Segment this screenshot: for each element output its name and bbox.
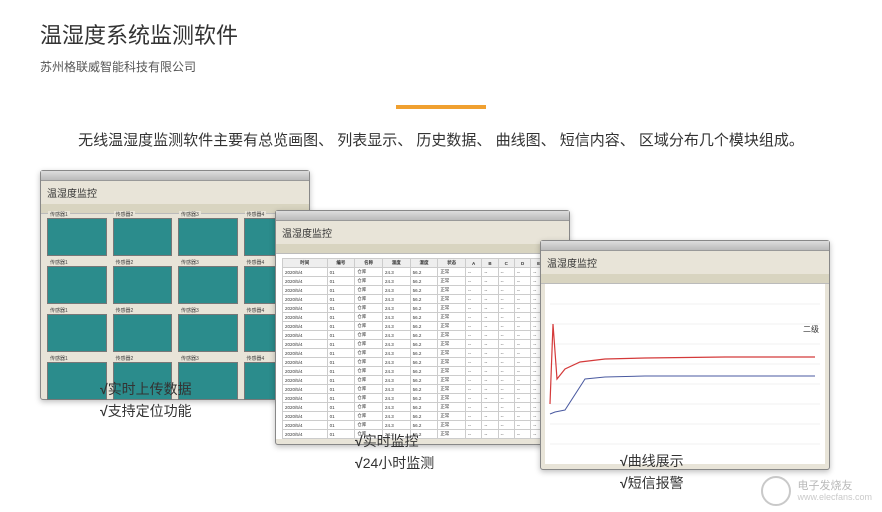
feature-group-1: √实时上传数据 √支持定位功能 [100, 378, 192, 423]
feature-group-3: √曲线展示 √短信报警 [620, 450, 684, 495]
feature-item: √实时监控 [355, 430, 434, 452]
window-toolbar [541, 274, 829, 284]
feature-item: √实时上传数据 [100, 378, 192, 400]
watermark-brand: 电子发烧友 [797, 480, 872, 492]
sensor-tile: 传感器2 [113, 266, 173, 304]
window-titlebar [276, 211, 569, 221]
sensor-tile: 传感器3 [178, 314, 238, 352]
window-titlebar [41, 171, 309, 181]
screenshot-table: 温湿度监控 时间编号名称温度湿度状态ABCDEF 2020/5/401仓库24.… [275, 210, 570, 445]
window-app-title: 温湿度监控 [41, 181, 309, 204]
line-chart [545, 284, 825, 464]
data-table: 时间编号名称温度湿度状态ABCDEF 2020/5/401仓库24.356.2正… [282, 258, 563, 439]
sensor-tile: 传感器1 [47, 362, 107, 400]
page-title: 温湿度系统监测软件 [40, 18, 882, 50]
chart-legend: 二级 [803, 324, 819, 335]
company-name: 苏州格联威智能科技有限公司 [40, 58, 882, 75]
sensor-tile: 传感器2 [113, 314, 173, 352]
sensor-tile: 传感器2 [113, 218, 173, 256]
window-toolbar [276, 244, 569, 254]
watermark-url: www.elecfans.com [797, 492, 872, 502]
sensor-tile: 传感器1 [47, 266, 107, 304]
feature-item: √短信报警 [620, 472, 684, 494]
accent-divider [396, 105, 486, 109]
sensor-tile: 传感器3 [178, 218, 238, 256]
header: 温湿度系统监测软件 苏州格联威智能科技有限公司 [0, 0, 882, 75]
feature-item: √曲线展示 [620, 450, 684, 472]
description-text: 无线温湿度监测软件主要有总览画图、 列表显示、 历史数据、 曲线图、 短信内容、… [40, 129, 842, 150]
window-titlebar [541, 241, 829, 251]
sensor-tile: 传感器3 [178, 266, 238, 304]
watermark-logo-icon [761, 476, 791, 506]
screenshot-chart: 温湿度监控 二级 [540, 240, 830, 470]
chart-area: 二级 [545, 284, 825, 464]
watermark: 电子发烧友 www.elecfans.com [761, 476, 872, 506]
sensor-tile: 传感器1 [47, 314, 107, 352]
window-app-title: 温湿度监控 [541, 251, 829, 274]
data-table-wrap: 时间编号名称温度湿度状态ABCDEF 2020/5/401仓库24.356.2正… [276, 254, 569, 439]
window-app-title: 温湿度监控 [276, 221, 569, 244]
window-toolbar [41, 204, 309, 214]
sensor-tile: 传感器1 [47, 218, 107, 256]
feature-item: √支持定位功能 [100, 400, 192, 422]
feature-group-2: √实时监控 √24小时监测 [355, 430, 434, 475]
screenshot-overview: 温湿度监控 传感器1 传感器2 传感器3 传感器4 传感器1 传感器2 传感器3… [40, 170, 310, 400]
feature-item: √24小时监测 [355, 452, 434, 474]
